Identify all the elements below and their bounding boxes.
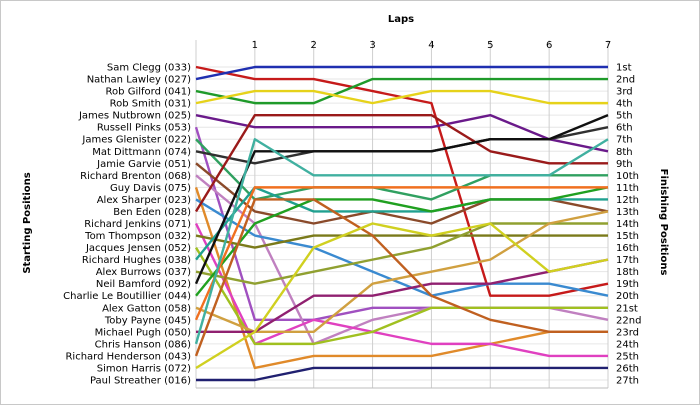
series-line (195, 186, 609, 297)
starting-position-label: Jamie Garvie (051) (96, 159, 191, 170)
starting-position-label: Neil Bamford (092) (96, 279, 191, 290)
starting-position-label: Chris Hanson (086) (95, 339, 191, 350)
starting-position-label: Richard Jenkins (071) (84, 219, 191, 230)
series-line (195, 126, 609, 165)
starting-position-label: Toby Payne (045) (104, 315, 191, 326)
x-tick-label: 4 (428, 40, 434, 51)
x-tick-label: 3 (369, 40, 375, 51)
starting-position-label: Sam Clegg (033) (107, 63, 191, 74)
series-line (195, 138, 608, 201)
series-line (196, 258, 609, 334)
series-line (194, 198, 608, 357)
starting-position-label: Mat Dittmann (074) (92, 147, 191, 158)
x-tick-label: 2 (311, 40, 317, 51)
starting-position-label: Richard Hughes (038) (82, 255, 191, 266)
finishing-position-label: 5th (616, 111, 633, 122)
finishing-position-label: 26th (616, 363, 639, 374)
series-line (195, 198, 609, 297)
starting-position-label: Paul Streather (016) (90, 376, 191, 387)
finishing-position-label: 14th (616, 219, 639, 230)
finishing-position-label: 2nd (616, 75, 635, 86)
series-line (194, 222, 608, 358)
starting-position-label: Alex Burrows (037) (96, 267, 191, 278)
series-line (194, 186, 608, 321)
series-line (195, 222, 609, 369)
series-line (194, 138, 609, 345)
starting-position-label: Rob Gilford (041) (106, 87, 192, 98)
x-tick-label: 5 (487, 40, 493, 51)
starting-position-label: Jacques Jensen (052) (85, 243, 191, 254)
series-line (196, 366, 608, 382)
starting-position-label: Alex Sharper (023) (97, 195, 191, 206)
starting-position-label: Rob Smith (031) (110, 99, 191, 110)
finishing-position-label: 23rd (616, 327, 639, 338)
finishing-position-label: 1st (616, 63, 632, 74)
starting-position-label: Tom Thompson (032) (84, 231, 191, 242)
x-tick-label: 6 (546, 40, 552, 51)
finishing-position-label: 20th (616, 291, 639, 302)
starting-position-label: James Nutbrown (025) (78, 111, 191, 122)
finishing-position-label: 27th (616, 376, 639, 387)
series-line (195, 113, 609, 153)
series-line (194, 246, 608, 346)
finishing-position-label: 15th (616, 231, 639, 242)
starting-position-label: Alex Gatton (058) (102, 303, 191, 314)
finishing-position-label: 13th (616, 207, 639, 218)
starting-position-label: Simon Harris (072) (97, 363, 191, 374)
finishing-position-label: 19th (616, 279, 639, 290)
y-axis-label-right: Finishing Positions (658, 169, 669, 276)
chart-title: Laps (388, 14, 414, 25)
series-line (194, 113, 608, 213)
starting-position-label: Michael Pugh (050) (95, 327, 192, 338)
series-line (195, 89, 608, 105)
finishing-position-label: 25th (616, 351, 639, 362)
finishing-position-label: 11th (616, 183, 639, 194)
starting-position-label: Charlie Le Boutillier (044) (63, 291, 191, 302)
finishing-position-label: 16th (616, 243, 639, 254)
x-tick-label: 7 (605, 40, 611, 51)
series-line (195, 65, 608, 81)
finishing-position-label: 18th (616, 267, 639, 278)
x-tick-labels: 1 2 3 4 5 6 7 (252, 40, 612, 51)
finishing-position-label: 8th (616, 147, 633, 158)
series-line (194, 187, 608, 370)
finishing-position-label: 9th (616, 159, 633, 170)
series-line (195, 77, 608, 105)
finishing-position-label: 3rd (616, 87, 633, 98)
starting-position-labels: Sam Clegg (033)Nathan Lawley (027)Rob Gi… (63, 63, 191, 387)
finishing-position-label: 21st (616, 303, 638, 314)
starting-position-label: Russell Pinks (053) (97, 123, 191, 134)
starting-position-label: Nathan Lawley (027) (87, 75, 191, 86)
starting-position-label: Ben Eden (028) (113, 207, 191, 218)
series-lines (194, 65, 609, 382)
starting-position-label: Guy Davis (075) (110, 183, 191, 194)
finishing-position-label: 7th (616, 135, 633, 146)
series-line (194, 114, 609, 285)
finishing-position-label: 17th (616, 255, 639, 266)
finishing-position-label: 22nd (616, 315, 641, 326)
y-axis-label-left: Starting Positions (22, 172, 33, 273)
starting-position-label: Richard Brenton (068) (80, 171, 191, 182)
series-line (195, 234, 608, 249)
series-line (195, 210, 609, 334)
finishing-position-label: 4th (616, 99, 633, 110)
finishing-position-label: 6th (616, 123, 633, 134)
finishing-position-label: 24th (616, 339, 639, 350)
finishing-position-label: 12th (616, 195, 639, 206)
finishing-position-labels: 1st2nd3rd4th5th6th7th8th9th10th11th12th1… (616, 63, 641, 387)
starting-position-label: Richard Henderson (043) (65, 351, 191, 362)
finishing-position-label: 10th (616, 171, 639, 182)
x-tick-label: 1 (252, 40, 258, 51)
starting-position-label: James Glenister (022) (81, 135, 191, 146)
series-line (195, 222, 608, 285)
